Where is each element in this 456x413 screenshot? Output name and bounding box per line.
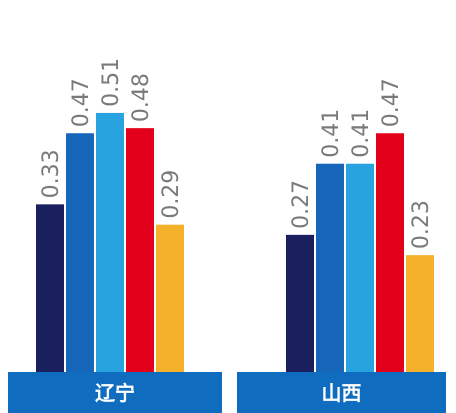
bar-0-3 <box>126 128 154 372</box>
value-label-1-0: 0.27 <box>289 180 314 229</box>
value-label-0-4: 0.29 <box>159 170 184 219</box>
bar-1-4 <box>406 255 434 372</box>
bar-0-1 <box>66 133 94 372</box>
category-band-1 <box>237 372 446 413</box>
bar-1-2 <box>346 163 374 372</box>
category-label-1: 山西 <box>322 381 362 405</box>
value-label-0-1: 0.47 <box>69 78 94 127</box>
category-band-0 <box>8 372 222 413</box>
value-label-1-1: 0.41 <box>319 109 344 158</box>
value-label-1-4: 0.23 <box>409 200 434 249</box>
bar-0-2 <box>96 112 124 373</box>
bar-1-0 <box>286 234 314 372</box>
value-label-0-2: 0.51 <box>99 58 124 107</box>
value-label-0-0: 0.33 <box>39 149 64 198</box>
value-label-1-3: 0.47 <box>379 78 404 127</box>
bar-1-3 <box>376 133 404 372</box>
bar-1-1 <box>316 163 344 372</box>
bar-0-0 <box>36 204 64 372</box>
value-label-1-2: 0.41 <box>349 109 374 158</box>
bar-0-4 <box>156 224 184 372</box>
value-label-0-3: 0.48 <box>129 73 154 122</box>
category-label-0: 辽宁 <box>95 381 135 405</box>
